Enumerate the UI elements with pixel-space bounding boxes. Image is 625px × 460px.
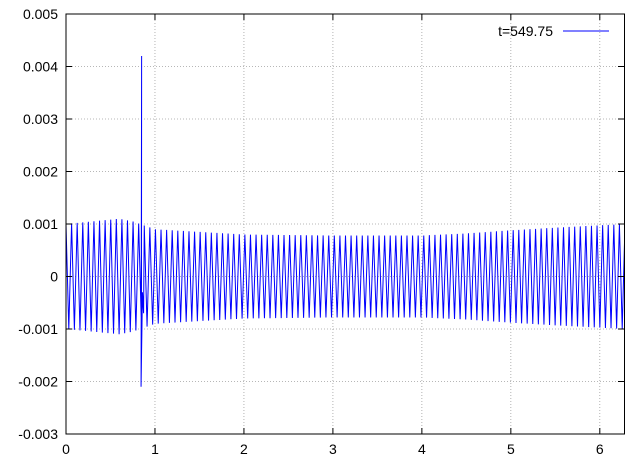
y-axis: -0.003 -0.002 -0.001 0 0.001 0.002 0.003 0.004 0… (18, 6, 624, 442)
y-tick-label: 0.005 (23, 6, 58, 22)
x-tick-label: 5 (507, 441, 515, 457)
legend-label: t=549.75 (498, 23, 553, 39)
y-tick-label: 0.004 (23, 59, 58, 75)
series-line (65, 55, 625, 387)
y-tick-label: 0.001 (23, 216, 58, 232)
x-axis: 0 1 2 3 4 5 6 (62, 14, 604, 457)
x-tick-label: 2 (240, 441, 248, 457)
legend: t=549.75 (498, 23, 609, 39)
y-tick-label: 0 (50, 269, 58, 285)
y-tick-label: -0.002 (18, 374, 58, 390)
grid-lines (66, 14, 625, 434)
x-tick-label: 0 (62, 441, 70, 457)
x-tick-label: 1 (151, 441, 159, 457)
y-tick-label: -0.001 (18, 321, 58, 337)
y-tick-label: -0.003 (18, 426, 58, 442)
x-tick-label: 3 (329, 441, 337, 457)
x-tick-label: 6 (596, 441, 604, 457)
y-tick-label: 0.003 (23, 111, 58, 127)
x-tick-label: 4 (418, 441, 426, 457)
y-tick-label: 0.002 (23, 164, 58, 180)
series-layer (65, 55, 625, 387)
